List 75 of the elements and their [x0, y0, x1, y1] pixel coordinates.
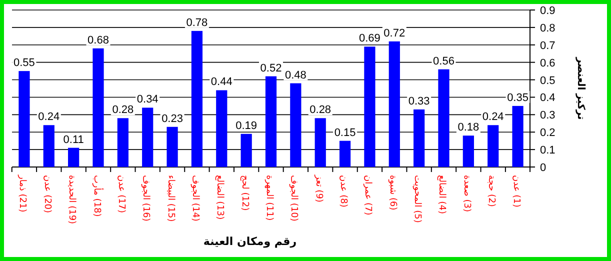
x-tick-label: (7) عمران — [362, 175, 373, 216]
data-label: 0.11 — [63, 134, 84, 146]
data-label: 0.18 — [458, 122, 480, 134]
x-tick-label: (20) عدن — [42, 175, 52, 214]
x-tick-label: (9) تعز — [313, 174, 324, 202]
bar — [364, 46, 376, 167]
x-tick-label: (5) المحويت — [412, 175, 422, 223]
data-label: 0.34 — [136, 94, 158, 106]
data-label: 0.24 — [482, 111, 504, 124]
y-axis-title: تركيز العنصر — [575, 56, 586, 120]
data-label: 0.28 — [112, 104, 134, 116]
y-tick-label: 0.1 — [540, 144, 556, 157]
x-tick-label: (15) البيضاء — [165, 175, 176, 222]
data-label: 0.72 — [384, 27, 406, 40]
y-tick-label: 0.7 — [540, 40, 556, 52]
data-label: 0.19 — [236, 120, 258, 132]
x-tick-label: (1) عدن — [510, 175, 521, 208]
x-axis-title: رقم ومكان العينة — [203, 235, 297, 248]
data-label: 0.78 — [186, 16, 208, 29]
data-label: 0.55 — [14, 57, 35, 70]
y-tick-label: 0 — [540, 162, 546, 174]
x-tick-label: (2) حجة — [486, 175, 496, 207]
y-tick-label: 0.8 — [540, 22, 556, 34]
y-tick-label: 0.2 — [540, 127, 556, 140]
x-tick-label: (10) الجوف — [288, 175, 299, 222]
data-label: 0.23 — [162, 112, 183, 125]
data-label: 0.35 — [507, 92, 528, 104]
data-label: 0.56 — [433, 55, 454, 68]
y-tick-label: 0.9 — [540, 5, 556, 17]
bar — [314, 118, 326, 167]
bar — [438, 69, 450, 167]
x-tick-label: (6) شبوة — [387, 175, 398, 210]
bar — [117, 118, 128, 167]
bar — [265, 76, 277, 167]
data-label: 0.33 — [408, 95, 430, 108]
data-label: 0.15 — [334, 126, 356, 139]
data-label: 0.68 — [88, 34, 109, 46]
bar — [68, 148, 80, 167]
bar — [18, 71, 30, 167]
bar — [166, 126, 178, 167]
y-tick-label: 0.3 — [540, 110, 556, 122]
bar — [240, 134, 252, 167]
x-tick-label: (18) مأرب — [91, 175, 104, 217]
data-label: 0.28 — [310, 104, 332, 116]
bar — [142, 108, 154, 167]
x-tick-label: (13) الضالع — [214, 175, 225, 220]
x-tick-label: (17) عدن — [116, 175, 126, 214]
y-tick-label: 0.5 — [540, 74, 556, 87]
x-tick-label: (3) صعدة — [461, 175, 472, 212]
data-label: 0.24 — [38, 111, 60, 124]
x-tick-label: (11) المهرة — [264, 175, 274, 221]
bar — [462, 136, 474, 167]
data-label: 0.44 — [210, 76, 232, 88]
bar — [512, 106, 524, 167]
x-tick-label: (21) ذمار — [17, 174, 28, 212]
x-tick-label: (4) الضالع — [436, 175, 447, 214]
x-tick-label: (8) عدن — [338, 175, 348, 208]
x-tick-label: (14) الجوف — [190, 175, 200, 222]
bar — [43, 125, 54, 167]
data-label: 0.69 — [359, 32, 380, 45]
x-tick-label: (12) لحج — [239, 175, 250, 211]
x-tick-label: (19) الحديدة — [66, 175, 77, 224]
bar — [414, 109, 425, 167]
bar — [216, 90, 228, 167]
data-label: 0.48 — [284, 69, 306, 82]
y-tick-label: 0.6 — [540, 57, 556, 70]
bar — [290, 83, 302, 167]
bar — [339, 140, 351, 167]
bar — [92, 48, 104, 167]
bar — [388, 41, 400, 167]
data-label: 0.52 — [260, 62, 282, 74]
y-tick-label: 0.4 — [540, 92, 556, 104]
bar — [488, 125, 499, 167]
x-tick-label: (16) الجوف — [140, 175, 151, 222]
bar — [191, 30, 203, 167]
